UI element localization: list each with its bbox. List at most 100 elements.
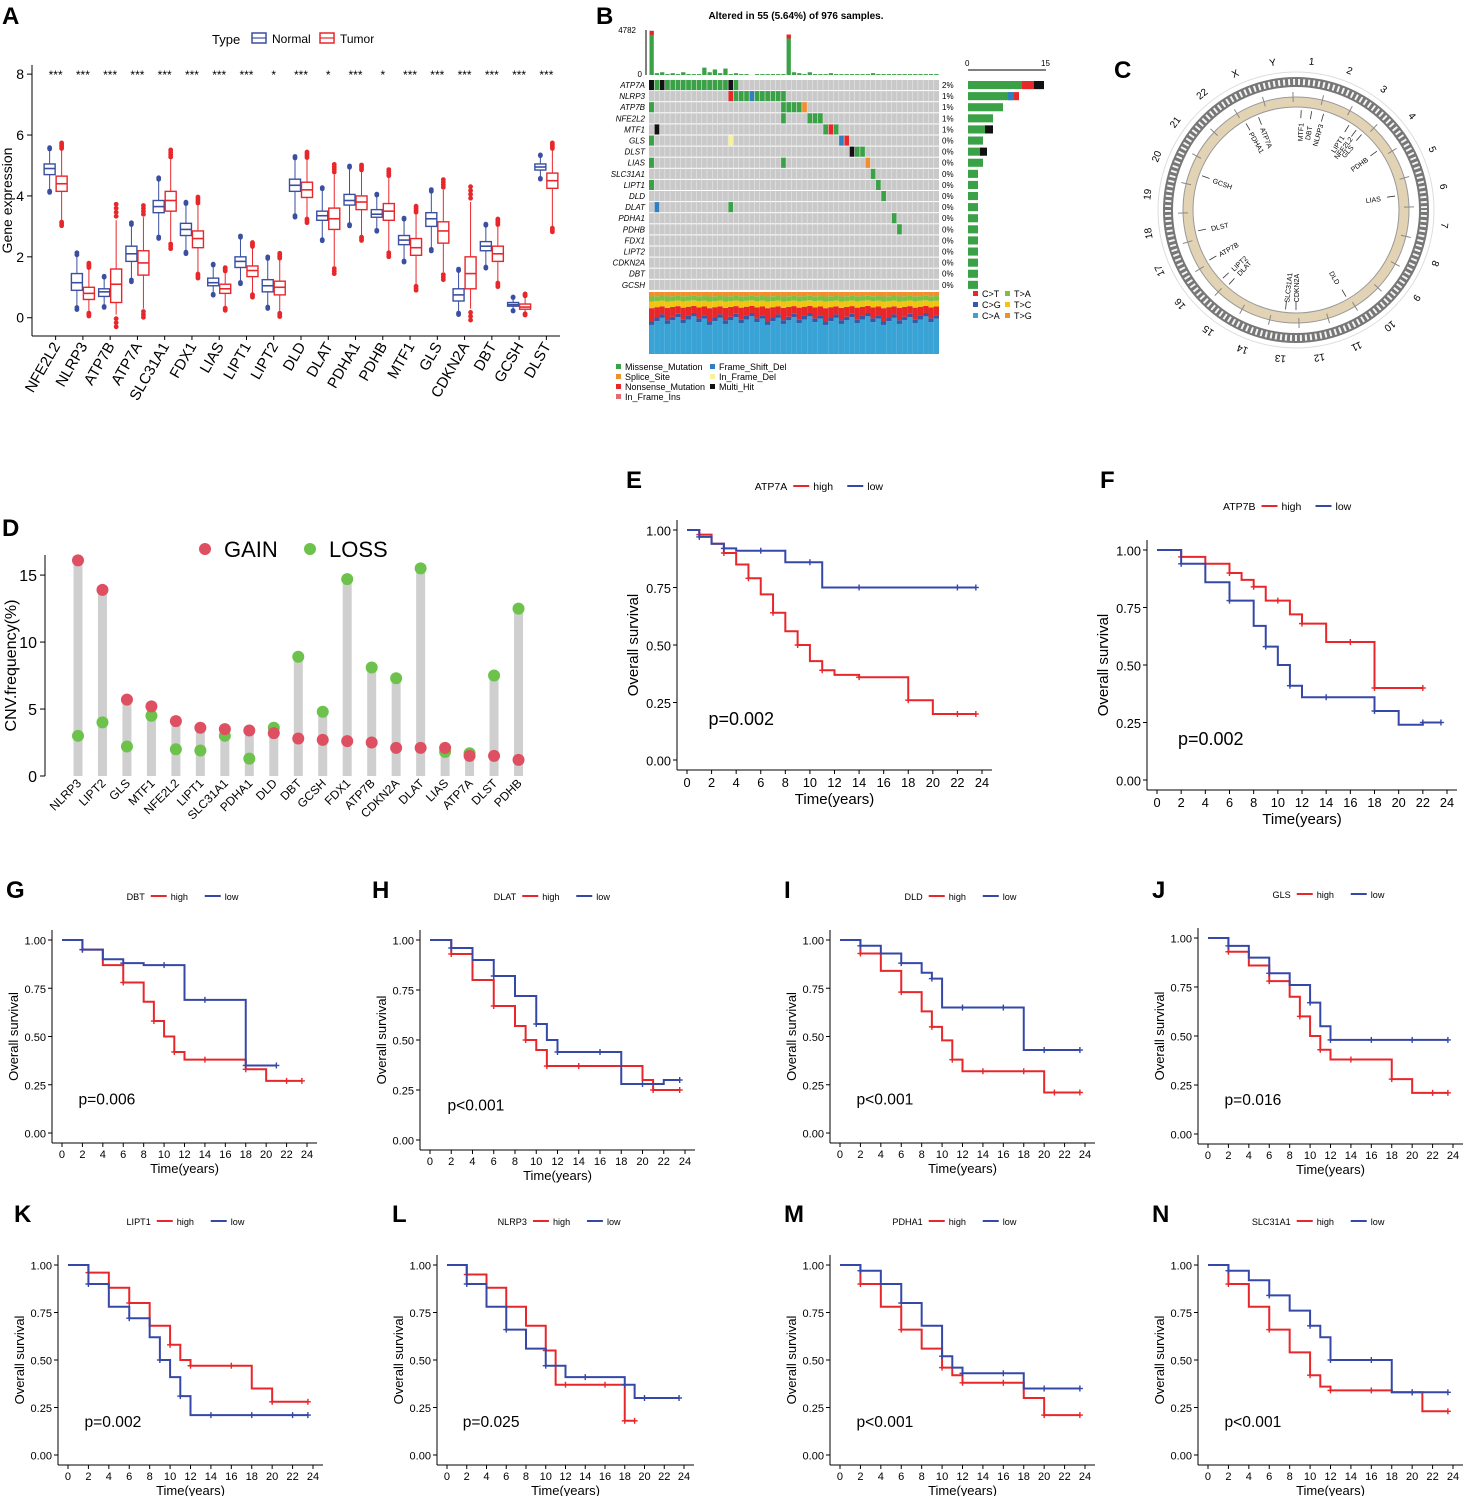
gene-label: MTF1 (624, 125, 645, 134)
right-bar (968, 169, 978, 178)
top-bar (823, 74, 828, 75)
box-normal-LIAS (207, 261, 220, 298)
y-axis-title: Overall survival (391, 1315, 406, 1404)
titv-segment (649, 301, 655, 309)
chromosome-label: 5 (1426, 145, 1438, 155)
titv-segment (807, 300, 813, 306)
sector-divider (1369, 124, 1378, 133)
gene-pointer (1258, 117, 1262, 125)
legend-gene-label: NLRP3 (498, 1217, 527, 1227)
x-axis-title: Time(years) (1296, 1162, 1365, 1177)
panel-label-j: J (1152, 877, 1165, 904)
oncoplot-row-GLS: GLS 0% (629, 135, 983, 146)
y-axis-title: Overall survival (1152, 1315, 1167, 1404)
x-tick-label: 0 (444, 1471, 450, 1483)
legend-high-label: high (171, 892, 188, 902)
x-tick-label: 12 (1324, 1471, 1336, 1483)
outlier (141, 203, 146, 208)
y-tick-label: 1.00 (1116, 543, 1141, 558)
right-bar-seg (1022, 81, 1034, 90)
x-tick-label: 12 (178, 1149, 190, 1161)
titv-legend-swatch (1005, 313, 1010, 318)
titv-segment (754, 296, 760, 302)
titv-segment (765, 308, 771, 322)
box-normal-DLAT (316, 185, 329, 244)
titv-segment (923, 295, 929, 301)
legend-gain-dot (199, 543, 211, 555)
x-tick-label: 14 (1345, 1150, 1357, 1162)
x-tick-label: 16 (1365, 1471, 1377, 1483)
right-bar (968, 269, 978, 278)
percent-label: 0% (942, 159, 954, 168)
gene-label: NLRP3 (619, 92, 645, 101)
titv-segment (759, 306, 765, 316)
panel-c: C 12345678910111213141516171819202122XYAT… (1114, 57, 1449, 364)
circos-gene-label: MTF1 (1298, 123, 1306, 142)
x-tick-label: 22 (950, 775, 964, 790)
x-tick-label: 0 (1205, 1150, 1211, 1162)
row-background (649, 213, 939, 224)
titv-segment (733, 295, 739, 301)
titv-segment (791, 300, 797, 307)
x-axis-title: Time(years) (1262, 811, 1341, 828)
sector-divider (1262, 96, 1266, 107)
outlier (319, 238, 325, 244)
panel-label-k: K (14, 1201, 32, 1228)
titv-segment (654, 292, 660, 297)
titv-segment (733, 306, 739, 314)
titv-segment (823, 296, 829, 302)
titv-segment (833, 314, 839, 318)
outlier (347, 163, 352, 169)
panel-label-d: D (2, 515, 19, 542)
y-tick-label: 0.00 (646, 753, 671, 768)
mutation-cell (728, 91, 734, 102)
variant-legend-swatch (710, 374, 715, 379)
titv-segment (749, 300, 755, 306)
gene-label: CDKN2A (613, 259, 645, 268)
box-tumor-PDHB (382, 167, 395, 260)
x-tick-label: 14 (977, 1471, 989, 1483)
panel-i: I0.000.250.500.751.000 2 4 6 8 10 12 14 16 18 20 22… (784, 877, 1095, 1176)
x-tick-label: 12 (559, 1471, 571, 1483)
titv-segment (738, 292, 744, 297)
chromosome-label: 15 (1201, 322, 1217, 338)
titv-segment (902, 300, 908, 307)
outlier (168, 147, 174, 153)
titv-segment (875, 300, 881, 307)
right-bar (968, 192, 978, 201)
survival-curve-low (1208, 1264, 1448, 1394)
titv-segment (743, 306, 750, 316)
titv-segment (791, 317, 797, 354)
mutation-cell (649, 135, 655, 146)
x-tick-label: 22 (1416, 795, 1430, 810)
titv-segment (675, 295, 681, 301)
x-tick-label: 18 (1386, 1150, 1398, 1162)
p-value-label: p=0.002 (709, 709, 775, 729)
loss-dot (365, 661, 378, 674)
row-background (649, 202, 939, 213)
row-background (649, 235, 939, 246)
box-tumor-PDHA1 (355, 162, 368, 243)
outlier (113, 316, 119, 322)
right-bar (968, 114, 993, 123)
titv-segment (738, 301, 744, 308)
box-normal-GCSH (506, 294, 520, 314)
x-tick-label: 4 (1246, 1150, 1252, 1162)
legend-gene-label: LIPT1 (126, 1217, 150, 1227)
top-bar (707, 72, 712, 75)
outlier (468, 317, 473, 323)
titv-segment (865, 300, 871, 306)
survival-curve-high (447, 1264, 635, 1422)
titv-segment (728, 306, 734, 317)
y-tick-label: 0.50 (1170, 1356, 1192, 1368)
titv-segment (828, 296, 834, 302)
right-bar-seg (1008, 92, 1014, 101)
significance-label: * (326, 68, 331, 82)
box-normal-SLC31A1 (152, 175, 165, 241)
mutation-cell (749, 91, 755, 102)
gain-dot (439, 741, 452, 754)
survival-curve-low (447, 1264, 680, 1399)
outlier (183, 199, 189, 205)
titv-segment (838, 292, 845, 297)
titv-segment (759, 315, 765, 319)
